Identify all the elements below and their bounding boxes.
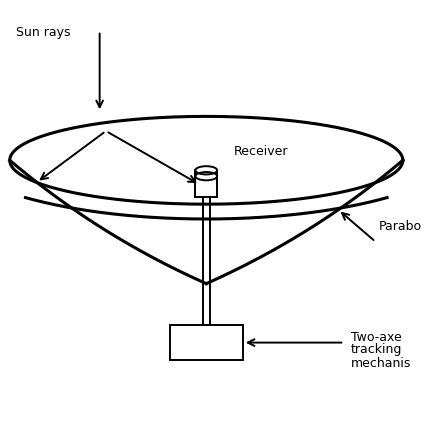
Text: tracking: tracking [351, 343, 402, 356]
Text: mechanis: mechanis [351, 357, 411, 370]
Text: Receiver: Receiver [233, 145, 288, 157]
Bar [169, 326, 243, 360]
Text: Sun rays: Sun rays [16, 25, 70, 39]
Text: Parabo: Parabo [379, 220, 421, 233]
Text: Two-axe: Two-axe [351, 331, 401, 344]
